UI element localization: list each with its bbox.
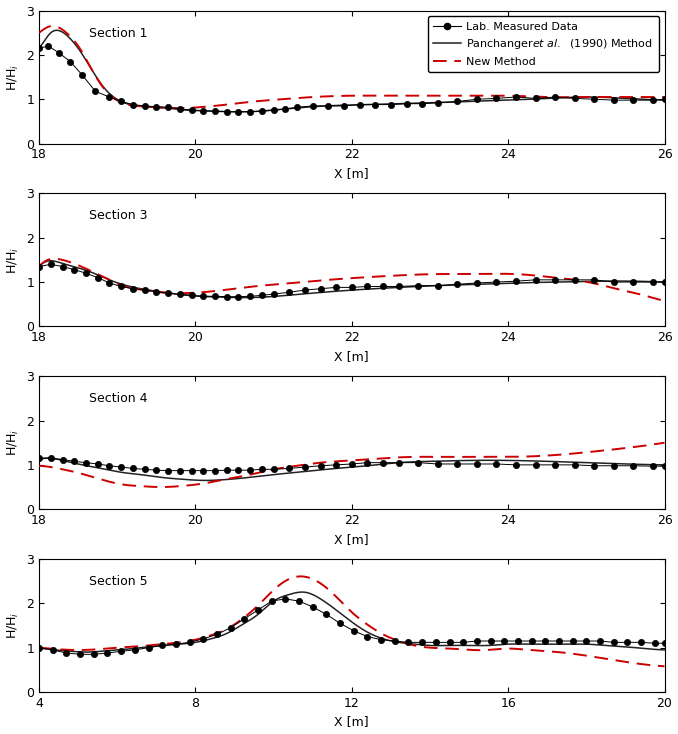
Y-axis label: H/H$_i$: H/H$_i$ [5, 612, 20, 639]
Text: Section 1: Section 1 [89, 26, 148, 40]
Text: Section 3: Section 3 [89, 209, 148, 222]
Legend: Lab. Measured Data, Panchanger$\it{et\ al.}$  (1990) Method, New Method: Lab. Measured Data, Panchanger$\it{et\ a… [428, 16, 659, 73]
X-axis label: X [m]: X [m] [334, 533, 369, 545]
Text: Section 5: Section 5 [89, 575, 148, 588]
Y-axis label: H/H$_i$: H/H$_i$ [5, 429, 20, 457]
X-axis label: X [m]: X [m] [334, 350, 369, 363]
X-axis label: X [m]: X [m] [334, 167, 369, 180]
Y-axis label: H/H$_i$: H/H$_i$ [5, 63, 20, 91]
Text: Section 4: Section 4 [89, 392, 148, 405]
X-axis label: X [m]: X [m] [334, 716, 369, 728]
Y-axis label: H/H$_i$: H/H$_i$ [5, 246, 20, 274]
